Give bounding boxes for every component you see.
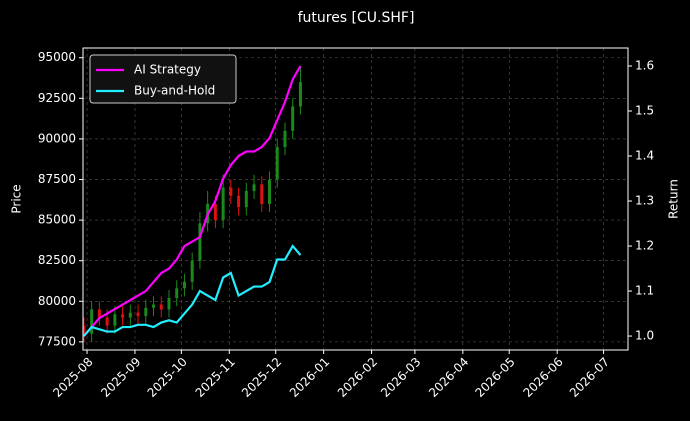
candle-body [213,203,217,221]
y2-tick-label: 1.3 [635,194,654,208]
candle-body [90,309,94,334]
candle-body [198,223,202,261]
plot-frame [82,47,629,351]
candle-body [175,288,179,299]
candle-body [244,190,248,208]
y2-axis-label: Return [667,179,681,219]
y2-tick-label: 1.5 [635,104,654,118]
candle-body [190,260,194,282]
y2-tick-label: 1.2 [635,239,654,253]
return-line [83,65,302,337]
y2-tick-label: 1.4 [635,149,654,163]
candle-body [298,82,302,107]
y2-tick-label: 1.0 [635,329,654,343]
candle-body [136,312,140,316]
candle-body [121,314,125,318]
candle-body [291,106,295,131]
y-tick-label: 90000 [38,131,76,145]
return-line [83,244,302,337]
y-tick-label: 92500 [38,91,76,105]
chart-title: futures [CU.SHF] [298,10,415,26]
candle-body [105,317,109,326]
candle-body [275,147,279,180]
candle-body [237,195,241,208]
y-axis-label: Price [10,184,24,213]
candle-body [128,312,132,318]
y2-tick-label: 1.1 [635,284,654,298]
candle-body [97,309,101,318]
legend-box [89,54,237,104]
candle-body [283,130,287,148]
candle-body [260,184,264,204]
y-tick-label: 77500 [38,334,76,348]
candle-body [113,314,117,326]
candle-body [144,307,148,316]
candle-body [82,325,86,334]
y-tick-label: 82500 [38,253,76,267]
candle-body [229,187,233,196]
candle-body [221,187,225,221]
candle-body [152,304,156,308]
candle-body [167,298,171,310]
y-tick-label: 87500 [38,172,76,186]
y2-tick-label: 1.6 [635,59,654,73]
candle-body [182,281,186,289]
legend-label: Buy-and-Hold [134,84,215,98]
y-tick-label: 80000 [38,294,76,308]
legend-label: AI Strategy [134,63,201,77]
candle-body [268,179,272,204]
candle-body [252,184,256,191]
candle-body [159,304,163,310]
y-tick-label: 85000 [38,213,76,227]
legend: AI Strategy Buy-and-Hold [89,54,237,104]
y-tick-label: 95000 [38,50,76,64]
